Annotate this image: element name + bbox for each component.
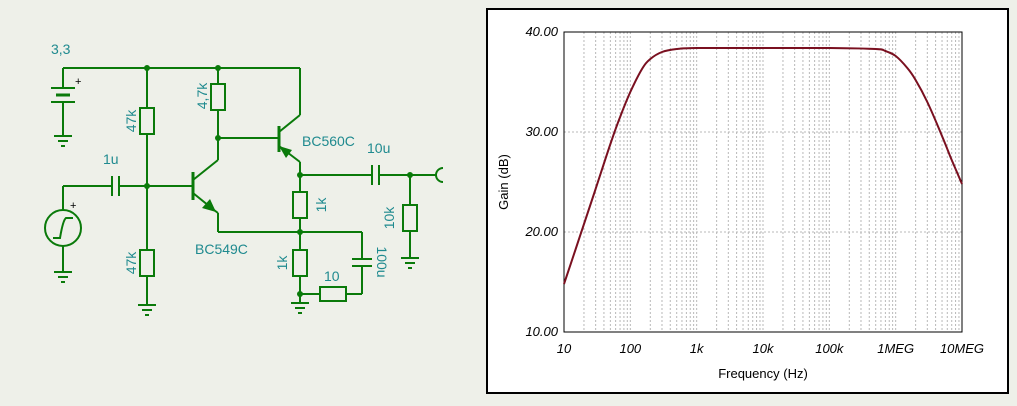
r-q2-collector-label: 1k — [313, 197, 329, 213]
bode-plot-panel: 10.00 20.00 30.00 40.00 10 100 1k 10k 100k 1MEG 1… — [486, 8, 1009, 394]
x-tick-label: 10 — [557, 341, 572, 356]
y-tick-label: 30.00 — [525, 124, 558, 139]
x-tick-label: 10k — [753, 341, 775, 356]
x-tick-label: 10MEG — [940, 341, 984, 356]
supply-voltage-label: 3,3 — [51, 41, 71, 57]
c-output-label: 10u — [367, 140, 390, 156]
y-tick-label: 40.00 — [525, 24, 558, 39]
q1-label: BC549C — [195, 241, 248, 257]
x-tick-labels: 10 100 1k 10k 100k 1MEG 10MEG — [557, 341, 984, 356]
x-tick-label: 1k — [690, 341, 705, 356]
c-emitter-bypass-label: 100u — [374, 246, 390, 277]
r-emitter-series-label: 10 — [324, 268, 340, 284]
x-tick-label: 1MEG — [877, 341, 914, 356]
x-axis-label: Frequency (Hz) — [718, 366, 808, 381]
c-input-label: 1u — [103, 151, 119, 167]
x-tick-label: 100k — [815, 341, 845, 356]
y-tick-labels: 10.00 20.00 30.00 40.00 — [524, 24, 558, 339]
r-collector-label: 4,7k — [194, 82, 210, 109]
q2-label: BC560C — [302, 133, 355, 149]
r-load-label: 10k — [381, 206, 397, 230]
y-tick-label: 20.00 — [524, 224, 558, 239]
r-bottom-bias-label: 47k — [123, 251, 139, 275]
svg-text:+: + — [70, 200, 76, 212]
y-axis-label: Gain (dB) — [496, 154, 511, 210]
chart-grid — [563, 31, 962, 333]
r-top-bias-label: 47k — [123, 109, 139, 133]
circuit-schematic: + + 3,3 47k 47k 4,7k 1u BC549C BC560C 10… — [44, 41, 444, 316]
r-emitter-label: 1k — [274, 255, 290, 271]
gain-curve — [563, 46, 963, 285]
svg-text:+: + — [75, 76, 81, 88]
y-tick-label: 10.00 — [525, 324, 558, 339]
x-tick-label: 100 — [619, 341, 641, 356]
